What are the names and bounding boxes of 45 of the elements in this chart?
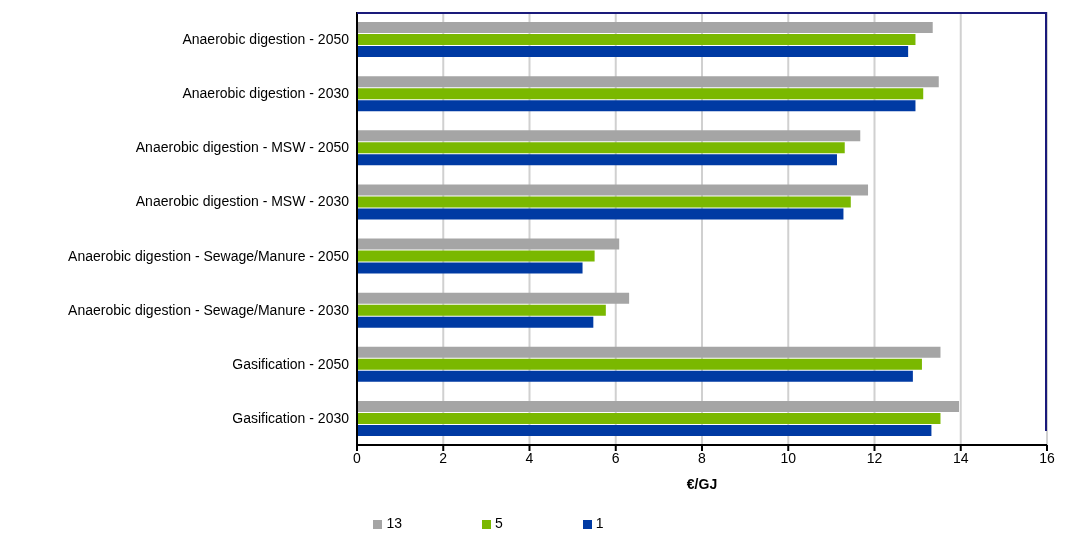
y-tick-label: Anaerobic digestion - 2050	[182, 31, 350, 48]
bar	[357, 250, 595, 262]
bar	[357, 154, 837, 166]
bar	[357, 262, 583, 274]
bar	[357, 304, 606, 316]
y-tick-label: Anaerobic digestion - 2030	[182, 85, 350, 102]
y-tick-label: Gasification - 2050	[232, 355, 350, 372]
x-tick-label: 6	[611, 449, 620, 466]
y-tick-label: Gasification - 2030	[232, 409, 350, 426]
bar	[357, 400, 960, 412]
bar	[357, 358, 922, 370]
bar	[357, 370, 913, 382]
legend-label: 1	[595, 515, 604, 531]
y-tick-label: Anaerobic digestion - Sewage/Manure - 2050	[68, 247, 350, 264]
bar	[357, 130, 861, 142]
bar	[357, 292, 630, 304]
bar	[357, 424, 932, 436]
legend-label: 5	[494, 515, 503, 531]
x-tick-label: 14	[952, 449, 969, 466]
x-tick-label: 2	[439, 449, 448, 466]
bar	[357, 46, 909, 57]
x-tick-label: 4	[525, 449, 534, 466]
bar	[357, 316, 594, 328]
bar	[357, 412, 941, 424]
x-tick-label: 10	[780, 449, 797, 466]
x-axis-title: €/GJ	[686, 476, 718, 492]
y-tick-label: Anaerobic digestion - MSW - 2050	[135, 139, 350, 156]
bar	[357, 184, 869, 196]
legend-label: 13	[386, 515, 402, 531]
bar	[357, 88, 924, 100]
x-tick-label: 8	[698, 449, 707, 466]
bar	[357, 142, 845, 154]
y-tick-label: Anaerobic digestion - Sewage/Manure - 2030	[68, 301, 350, 318]
bar	[357, 100, 916, 112]
x-tick-label: 16	[1039, 449, 1055, 466]
bar	[357, 346, 941, 358]
bar	[357, 196, 851, 208]
y-tick-label: Anaerobic digestion - MSW - 2030	[135, 193, 350, 210]
bar	[357, 208, 844, 220]
bar	[357, 34, 916, 45]
x-tick-label: 0	[353, 449, 362, 466]
bar	[357, 22, 933, 33]
bar	[357, 76, 939, 88]
bar	[357, 238, 620, 250]
x-tick-label: 12	[866, 449, 883, 466]
